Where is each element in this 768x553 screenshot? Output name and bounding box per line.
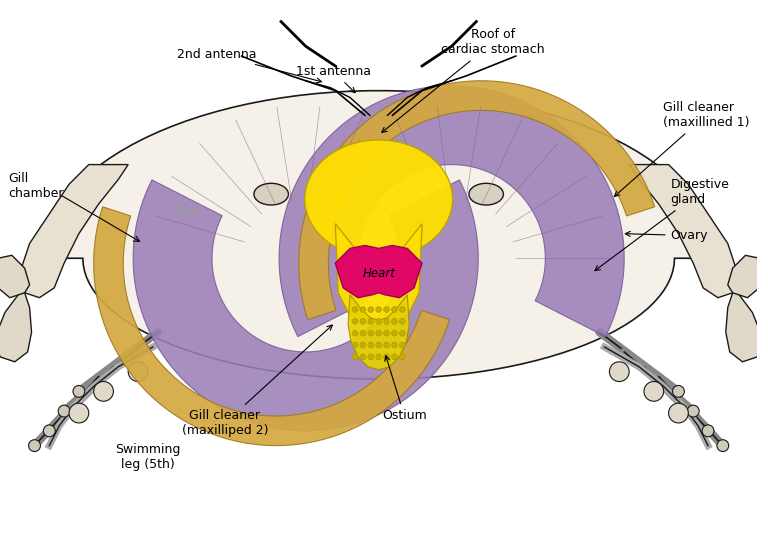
Ellipse shape — [469, 183, 503, 205]
Circle shape — [673, 385, 684, 397]
Circle shape — [352, 330, 358, 336]
Circle shape — [360, 354, 366, 360]
Text: Gill cleaner
(maxilliped 2): Gill cleaner (maxilliped 2) — [181, 325, 333, 437]
Circle shape — [352, 306, 358, 312]
Circle shape — [58, 405, 70, 417]
Text: Roof of
cardiac stomach: Roof of cardiac stomach — [382, 29, 545, 133]
Polygon shape — [336, 224, 422, 324]
Polygon shape — [726, 293, 763, 362]
Polygon shape — [728, 255, 765, 298]
Circle shape — [383, 342, 389, 348]
Text: Ostium: Ostium — [382, 356, 427, 422]
Circle shape — [368, 354, 374, 360]
Polygon shape — [336, 246, 422, 298]
Text: Swimming
leg (5th): Swimming leg (5th) — [115, 442, 180, 471]
Text: Gill
chamber: Gill chamber — [8, 173, 64, 200]
Circle shape — [383, 306, 389, 312]
Polygon shape — [20, 165, 128, 298]
Circle shape — [392, 319, 397, 324]
Circle shape — [368, 342, 374, 348]
Circle shape — [368, 330, 374, 336]
Circle shape — [376, 330, 382, 336]
Circle shape — [702, 425, 714, 437]
Circle shape — [687, 405, 699, 417]
Circle shape — [43, 425, 55, 437]
Circle shape — [128, 362, 148, 382]
Circle shape — [392, 306, 397, 312]
Polygon shape — [279, 86, 624, 337]
Circle shape — [383, 319, 389, 324]
Polygon shape — [133, 180, 478, 431]
Circle shape — [360, 306, 366, 312]
Text: Heart: Heart — [362, 267, 395, 280]
Circle shape — [392, 330, 397, 336]
Circle shape — [360, 319, 366, 324]
Ellipse shape — [305, 140, 452, 258]
Circle shape — [399, 330, 406, 336]
Circle shape — [376, 319, 382, 324]
Circle shape — [392, 342, 397, 348]
Text: 1st antenna: 1st antenna — [296, 65, 371, 93]
Circle shape — [399, 354, 406, 360]
Circle shape — [399, 306, 406, 312]
Circle shape — [352, 354, 358, 360]
Polygon shape — [0, 293, 31, 362]
Text: Ovary: Ovary — [625, 229, 708, 242]
Text: Eye: Eye — [176, 205, 199, 218]
Circle shape — [360, 342, 366, 348]
Circle shape — [368, 319, 374, 324]
Circle shape — [383, 354, 389, 360]
Circle shape — [644, 382, 664, 401]
Ellipse shape — [254, 183, 289, 205]
Circle shape — [376, 306, 382, 312]
Circle shape — [352, 319, 358, 324]
Circle shape — [392, 354, 397, 360]
Circle shape — [94, 382, 114, 401]
Polygon shape — [0, 255, 30, 298]
Circle shape — [399, 342, 406, 348]
Polygon shape — [43, 91, 714, 379]
Polygon shape — [348, 295, 409, 370]
Circle shape — [28, 440, 41, 452]
Circle shape — [399, 319, 406, 324]
Circle shape — [368, 306, 374, 312]
Text: Digestive
gland: Digestive gland — [595, 178, 730, 270]
Circle shape — [717, 440, 729, 452]
Circle shape — [383, 330, 389, 336]
Circle shape — [610, 362, 629, 382]
Circle shape — [376, 342, 382, 348]
Text: Gill cleaner
(maxillined 1): Gill cleaner (maxillined 1) — [614, 101, 749, 196]
Polygon shape — [94, 207, 449, 446]
Polygon shape — [629, 165, 737, 298]
Circle shape — [73, 385, 84, 397]
Circle shape — [669, 403, 688, 423]
Circle shape — [376, 354, 382, 360]
Circle shape — [69, 403, 89, 423]
Polygon shape — [299, 81, 655, 320]
Circle shape — [360, 330, 366, 336]
Circle shape — [352, 342, 358, 348]
Text: 2nd antenna: 2nd antenna — [177, 48, 322, 83]
